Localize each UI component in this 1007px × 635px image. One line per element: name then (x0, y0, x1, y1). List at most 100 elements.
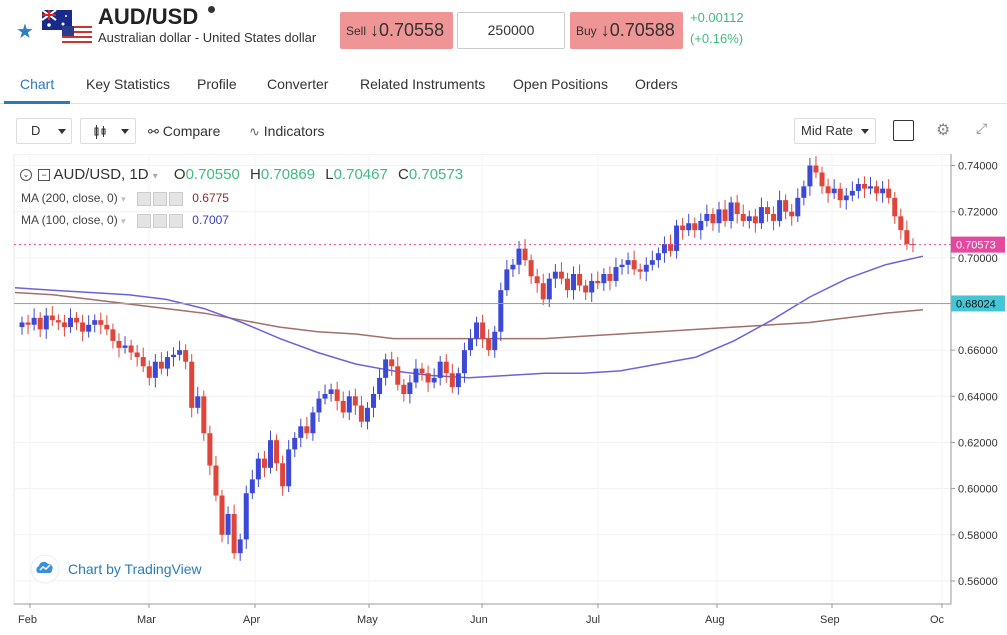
legend-collapse-icon[interactable]: ⌄ (20, 169, 32, 182)
candle-body (686, 223, 692, 231)
candle-body (74, 317, 80, 323)
candle-body (510, 264, 516, 270)
ma200-path (14, 291, 924, 340)
candle-body (395, 366, 401, 385)
x-tick-label: Jun (470, 614, 488, 626)
eye-icon[interactable] (136, 191, 151, 206)
ma200-label: MA (200, close, 0) (21, 191, 118, 205)
candle-body (31, 317, 37, 325)
indicators-label: Indicators (263, 123, 325, 139)
tab-open-positions[interactable]: Open Positions (513, 76, 608, 92)
tab-chart[interactable]: Chart (20, 76, 55, 92)
candle-body (874, 186, 880, 194)
candle-body (740, 214, 746, 221)
legend-hide-icon[interactable]: − (38, 169, 51, 182)
gear-icon[interactable] (152, 191, 167, 206)
candle-body (322, 394, 328, 399)
candle-body (886, 188, 892, 198)
candle-body (813, 165, 819, 173)
close-label: C (398, 166, 409, 183)
market-status-dot (208, 6, 215, 13)
tab-related-instruments[interactable]: Related Instruments (360, 76, 486, 92)
fullscreen-toggle[interactable] (893, 120, 914, 141)
quantity-input[interactable]: 250000 (457, 12, 565, 49)
chevron-down-icon (860, 129, 869, 135)
instrument-description: Australian dollar - United States dollar (98, 30, 317, 45)
chevron-down-icon[interactable]: ▾ (152, 171, 158, 182)
candle-body (443, 361, 449, 374)
candle-body (777, 200, 783, 221)
candle-body (280, 463, 286, 487)
candle-body (558, 271, 564, 279)
candle-body (189, 361, 195, 408)
candle-body (43, 315, 49, 330)
candle-body (898, 216, 904, 231)
candle-body (134, 352, 140, 358)
ma100-path (14, 255, 924, 379)
ma200-value: 0.6775 (192, 191, 229, 205)
candle-body (492, 331, 498, 351)
indicators-button[interactable]: ∿ Indicators (249, 118, 325, 145)
open-label: O (173, 166, 186, 183)
candle-body (468, 338, 473, 351)
x-tick-label: Apr (243, 614, 260, 626)
candle-body (104, 324, 110, 330)
y-tick-label: 0.58000 (958, 530, 998, 542)
legend-symbol: AUD/USD, 1D (53, 166, 149, 183)
price-chart[interactable]: 0.740000.720000.700000.680000.660000.640… (0, 153, 1007, 630)
candle-body (625, 260, 631, 265)
candle-body (880, 188, 886, 194)
candle-body (207, 433, 213, 466)
candle-body (225, 514, 231, 535)
candle-body (413, 368, 419, 383)
close-icon[interactable] (168, 191, 183, 206)
star-icon[interactable]: ★ (16, 21, 34, 43)
chart-type-select[interactable] (80, 118, 136, 144)
chart-canvas[interactable]: 0.740000.720000.700000.680000.660000.640… (0, 153, 1007, 630)
candle-body (19, 322, 25, 328)
price-type-select[interactable]: Mid Rate (794, 118, 876, 144)
candle-body (540, 283, 546, 300)
tradingview-branding[interactable]: Chart by TradingView (30, 554, 202, 584)
candle-body (789, 211, 795, 217)
price-change: +0.00112 (690, 10, 744, 25)
buy-button[interactable]: Buy ↓0.70588 (570, 12, 683, 49)
candle-body (698, 220, 704, 231)
close-icon[interactable] (168, 213, 183, 228)
candle-body (728, 202, 734, 221)
candle-body (674, 225, 680, 251)
candle-body (110, 329, 116, 341)
sell-button[interactable]: Sell ↓0.70558 (340, 12, 453, 49)
chevron-down-icon (58, 129, 67, 135)
candle-body (267, 440, 273, 468)
candle-body (455, 373, 461, 388)
tab-converter[interactable]: Converter (267, 76, 329, 92)
candle-body (352, 396, 358, 406)
ma100-legend: MA (100, close, 0) ▾ 0.7007 (21, 212, 229, 229)
candle-body (843, 195, 849, 201)
tab-key-statistics[interactable]: Key Statistics (86, 76, 171, 92)
chevron-down-icon[interactable]: ▾ (121, 194, 126, 204)
expand-icon[interactable]: ⤢ (976, 120, 988, 136)
candle-body (661, 244, 667, 254)
gear-icon[interactable] (152, 213, 167, 228)
candle-body (861, 184, 867, 189)
chevron-down-icon[interactable]: ▾ (121, 216, 126, 226)
compare-icon: ⚯ (148, 124, 159, 139)
interval-select[interactable]: D (16, 118, 72, 144)
sell-label: Sell (346, 23, 367, 38)
candle-body (437, 361, 443, 378)
gear-icon[interactable]: ⚙ (936, 122, 951, 139)
candle-body (801, 186, 807, 198)
candle-body (213, 465, 219, 496)
candle-body (340, 400, 346, 413)
tab-profile[interactable]: Profile (197, 76, 237, 92)
eye-icon[interactable] (136, 213, 151, 228)
price-type-value: Mid Rate (801, 123, 854, 138)
y-tick-label: 0.56000 (958, 576, 998, 588)
tab-orders[interactable]: Orders (635, 76, 678, 92)
buy-label: Buy (576, 23, 597, 38)
ma200-line (14, 291, 924, 340)
candle-body (716, 209, 722, 224)
compare-button[interactable]: ⚯ Compare (148, 118, 220, 145)
